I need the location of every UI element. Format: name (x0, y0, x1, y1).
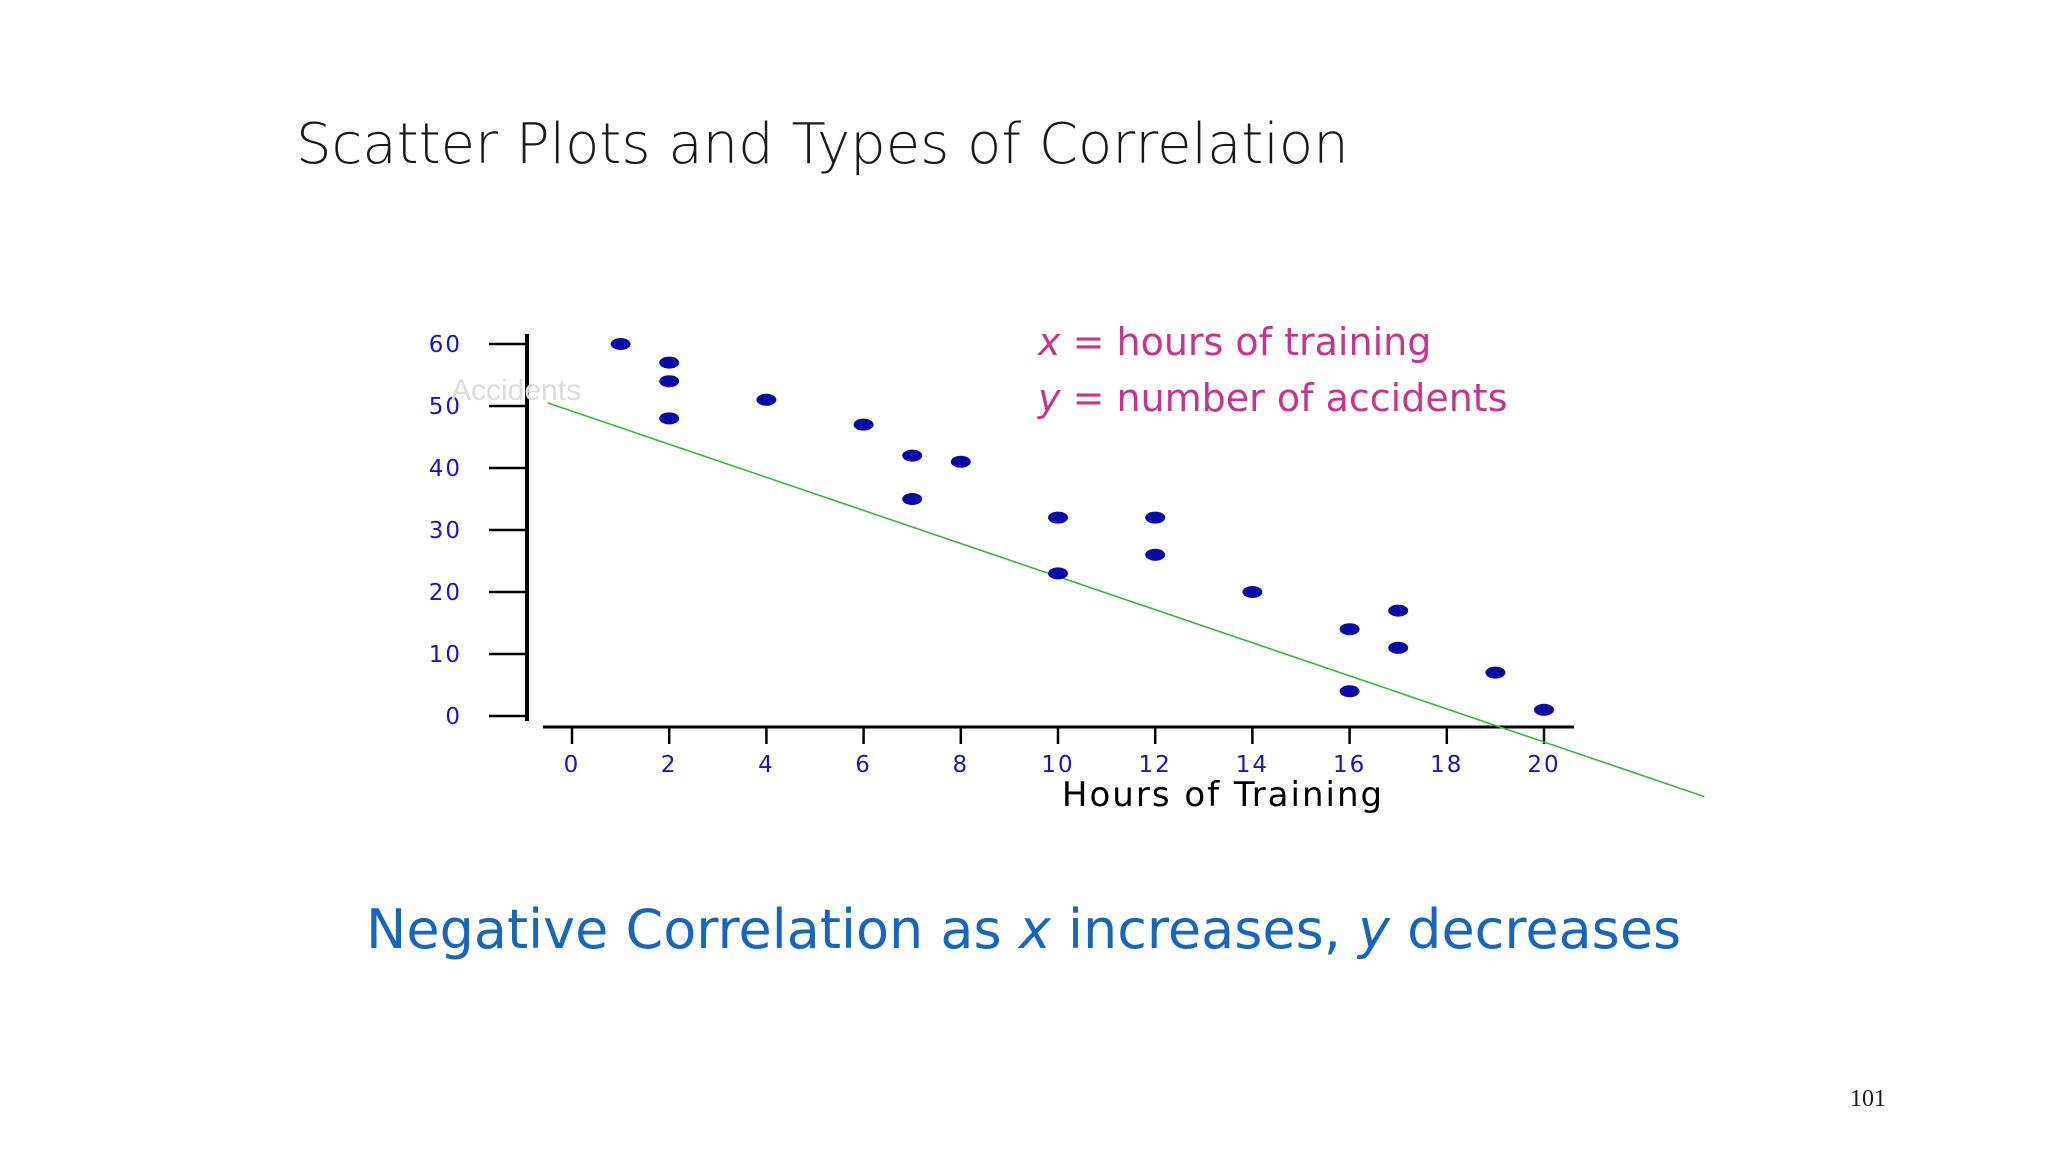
data-point (1388, 604, 1409, 617)
y-tick-label: 30 (429, 518, 462, 544)
caption-part2: increases, (1050, 898, 1359, 961)
caption-part3: decreases (1390, 898, 1682, 961)
x-tick-label: 16 (1333, 752, 1366, 778)
data-point (1048, 567, 1068, 580)
data-point (853, 418, 874, 431)
data-point (902, 449, 923, 462)
data-point (1388, 641, 1409, 654)
legend-y-text: = number of accidents (1060, 376, 1508, 420)
data-point (1339, 623, 1360, 636)
legend-x-var: x (1038, 320, 1061, 364)
y-tick-label: 60 (429, 332, 462, 358)
legend-x-text: = hours of training (1060, 320, 1432, 364)
legend-y-definition: y = number of accidents (1038, 376, 1508, 420)
x-tick-label: 6 (855, 752, 872, 778)
trend-line (547, 402, 1705, 798)
x-tick-label: 2 (661, 752, 678, 778)
chart-ticks: 0 10 20 30 40 50 60 0 2 4 6 8 10 12 14 16 18 20 (429, 332, 1560, 778)
data-point (1048, 511, 1068, 524)
data-point (610, 338, 631, 350)
legend-y-var: y (1038, 376, 1061, 420)
data-point (1485, 666, 1506, 679)
x-tick-label: 14 (1236, 752, 1269, 778)
data-point (1145, 511, 1166, 524)
x-tick-label: 8 (952, 752, 969, 778)
y-tick-label: 10 (429, 642, 462, 668)
y-axis-title: Accidents (451, 374, 581, 407)
caption-var-y: y (1358, 898, 1390, 961)
data-point (1534, 703, 1554, 716)
y-tick-label: 0 (445, 704, 462, 730)
caption-var-x: x (1018, 898, 1051, 961)
x-tick-label: 4 (758, 752, 775, 778)
x-tick-label: 10 (1041, 752, 1074, 778)
chart-trendline-layer (547, 402, 1705, 798)
chart-points (610, 338, 1554, 716)
data-point (1339, 685, 1360, 698)
x-axis-title: Hours of Training (1062, 775, 1384, 815)
data-point (659, 412, 680, 425)
y-tick-label: 20 (429, 580, 462, 606)
caption-part1: Negative Correlation as (366, 898, 1019, 961)
data-point (950, 455, 971, 468)
data-point (1242, 586, 1263, 598)
data-point (659, 375, 680, 388)
y-tick-label: 40 (429, 456, 462, 482)
x-tick-label: 12 (1139, 752, 1172, 778)
x-tick-label: 20 (1527, 752, 1560, 778)
data-point (902, 493, 923, 505)
y-tick-label: 50 (429, 394, 462, 420)
correlation-caption: Negative Correlation as x increases, y d… (366, 898, 1681, 961)
slide-title: Scatter Plots and Types of Correlation (296, 112, 1349, 177)
x-tick-label: 0 (564, 752, 581, 778)
x-tick-label: 18 (1430, 752, 1463, 778)
data-point (659, 356, 680, 369)
data-point (1145, 548, 1166, 561)
data-point (756, 393, 777, 406)
page-number: 101 (1850, 1086, 1886, 1112)
legend-x-definition: x = hours of training (1038, 320, 1431, 364)
